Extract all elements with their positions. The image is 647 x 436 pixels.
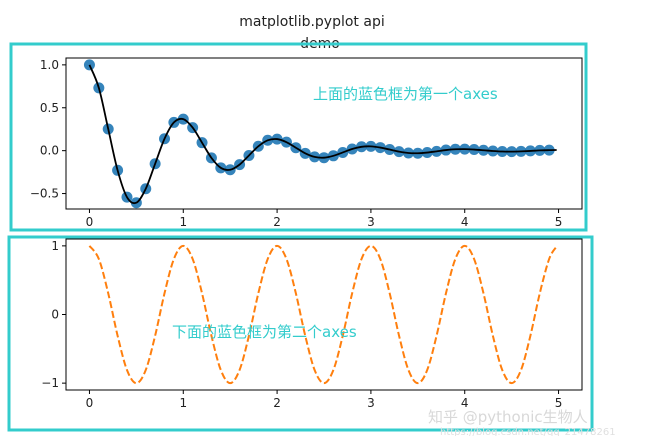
x-tick-label: 5 bbox=[555, 215, 563, 229]
y-tick-label: −0.5 bbox=[30, 187, 59, 201]
y-tick-label: 1.0 bbox=[40, 58, 59, 72]
cosine-dashed-line bbox=[88, 244, 558, 385]
y-tick-label: 1 bbox=[51, 239, 59, 253]
x-tick-label: 2 bbox=[273, 215, 281, 229]
watermark-line1: 知乎 @pythonic生物人 bbox=[428, 408, 588, 426]
axes-bottom-frame-highlight bbox=[7, 235, 594, 432]
plot-area bbox=[65, 57, 583, 210]
x-tick-label: 2 bbox=[273, 396, 281, 410]
watermark-line2: https://blog.csdn.net/qq_21478261 bbox=[440, 427, 616, 436]
chart-title-line1: matplotlib.pyplot api bbox=[239, 14, 384, 30]
annotation-bottom: 下面的蓝色框为第二个axes bbox=[172, 323, 357, 341]
y-tick-label: 0.0 bbox=[40, 144, 59, 158]
annotation-top: 上面的蓝色框为第一个axes bbox=[313, 85, 498, 103]
axes-top: 0 1 2 3 4 5 1.0 0.5 0.0 −0.5 bbox=[30, 57, 583, 229]
y-tick-label: 0.5 bbox=[40, 101, 59, 115]
x-tick-label: 5 bbox=[555, 396, 563, 410]
x-tick-label: 3 bbox=[367, 396, 375, 410]
x-tick-label: 0 bbox=[86, 396, 94, 410]
plot-area bbox=[65, 238, 583, 391]
x-tick-label: 4 bbox=[461, 215, 469, 229]
axes-top-frame-highlight bbox=[9, 42, 588, 232]
x-tick-label: 3 bbox=[367, 215, 375, 229]
damped-line bbox=[88, 64, 557, 205]
axes-bottom: 0 1 2 3 4 5 1 0 −1 bbox=[41, 238, 583, 410]
y-tick-label: 0 bbox=[51, 308, 59, 322]
x-tick-label: 1 bbox=[179, 396, 187, 410]
y-tick-label: −1 bbox=[41, 376, 59, 390]
x-tick-label: 4 bbox=[461, 396, 469, 410]
x-tick-label: 1 bbox=[179, 215, 187, 229]
x-tick-label: 0 bbox=[86, 215, 94, 229]
